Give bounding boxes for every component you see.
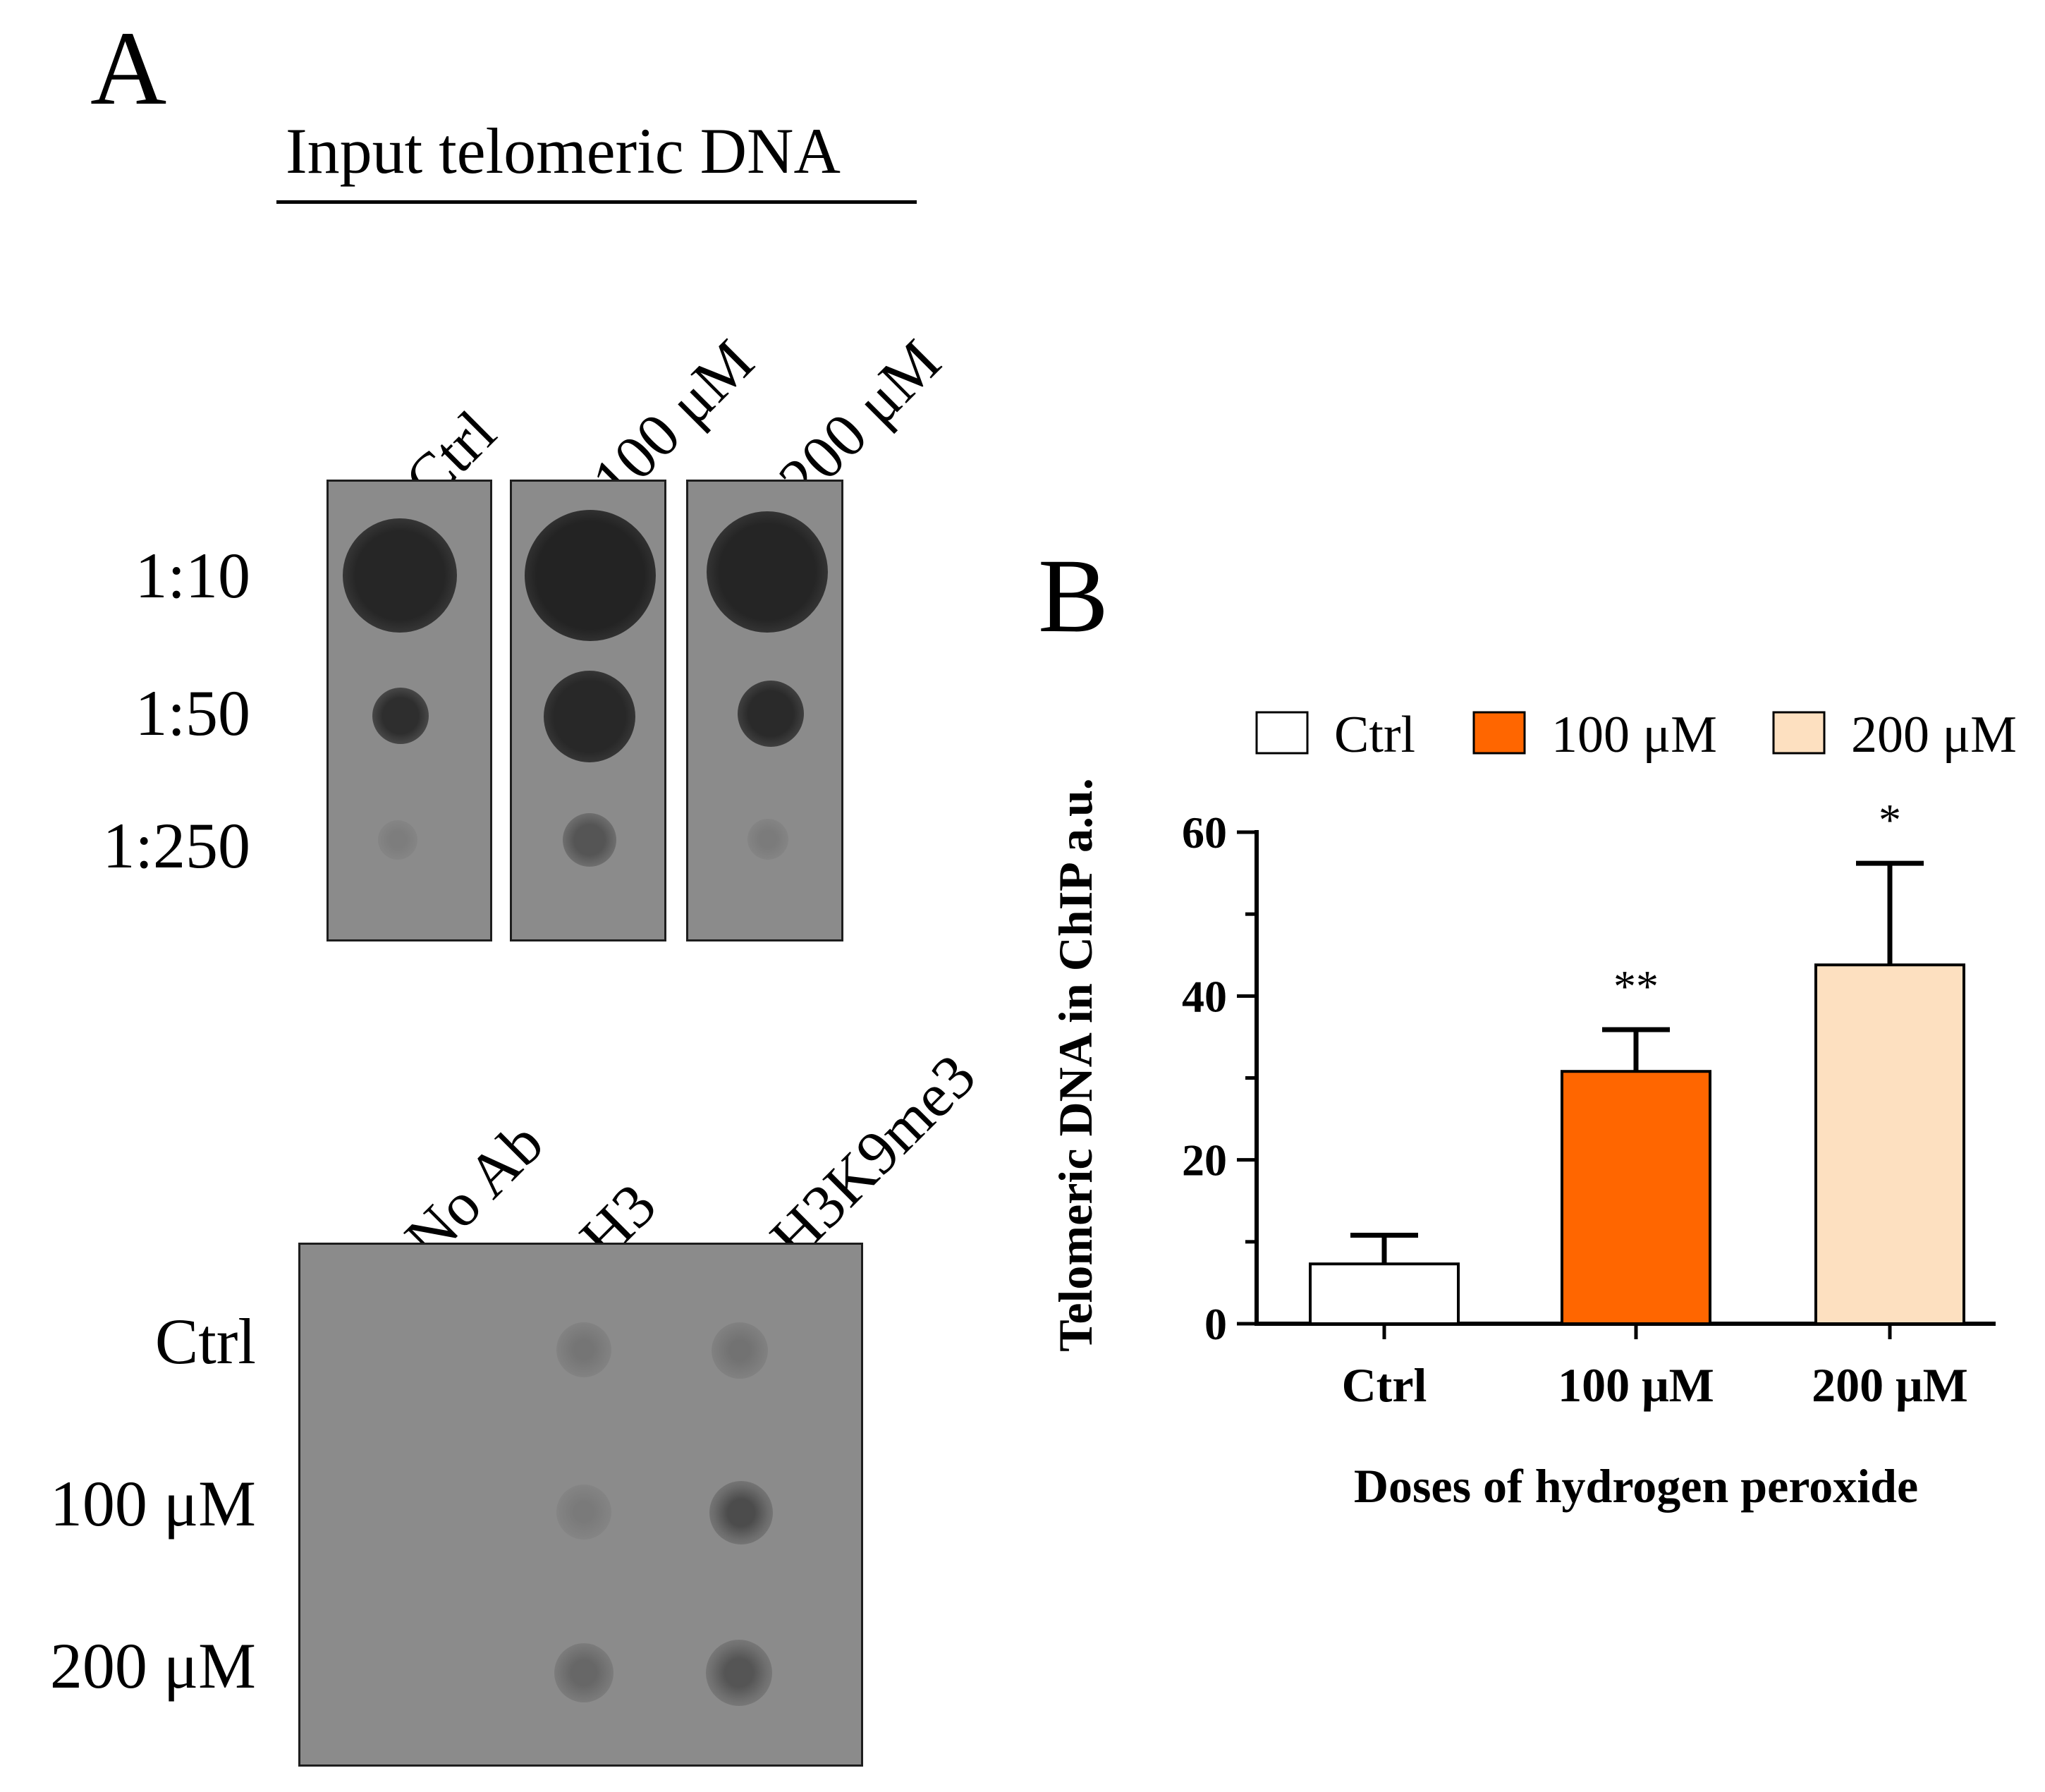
- blot-spot: [554, 1643, 614, 1702]
- bar: [1561, 1070, 1711, 1325]
- chip-blot: [298, 1243, 863, 1767]
- x-tick-label: Ctrl: [1342, 1358, 1427, 1412]
- chip-row-label: 100 μM: [49, 1468, 256, 1540]
- legend-swatch: [1255, 711, 1309, 755]
- blot-spot: [372, 688, 429, 744]
- blot-spot: [738, 681, 804, 747]
- blot-spot: [747, 819, 788, 860]
- input-row-label: 1:50: [135, 677, 250, 749]
- y-axis-label: Telomeric DNA in ChIP a.u.: [1049, 778, 1102, 1352]
- bar: [1814, 963, 1965, 1325]
- legend-label: Ctrl: [1334, 706, 1415, 764]
- legend-swatch: [1472, 711, 1526, 755]
- x-tick-label: 100 μM: [1558, 1358, 1714, 1412]
- panel-a-label: A: [90, 10, 167, 127]
- input-header-underline: [276, 200, 917, 204]
- input-blot-ctrl: [326, 480, 492, 941]
- significance-marker: *: [1879, 795, 1901, 845]
- legend-swatch: [1772, 711, 1826, 755]
- panel-b-label: B: [1038, 537, 1109, 654]
- bar: [1309, 1262, 1460, 1326]
- y-tick-label: 20: [1182, 1135, 1227, 1185]
- y-tick-label: 40: [1182, 971, 1227, 1021]
- blot-spot: [706, 1640, 772, 1706]
- input-blot-200uM: [686, 480, 843, 941]
- chip-row-label: 200 μM: [49, 1630, 256, 1702]
- blot-spot: [556, 1322, 611, 1377]
- legend-label: 100 μM: [1551, 706, 1717, 764]
- chart-bars: ***: [1309, 795, 1965, 1326]
- blot-spot: [378, 820, 417, 860]
- blot-spot: [707, 511, 828, 633]
- chart-axes: 0 20 40 60 Ctrl 100 μM 200 μM: [1182, 807, 1996, 1412]
- y-tick-label: 0: [1204, 1299, 1227, 1349]
- blot-spot: [712, 1322, 768, 1379]
- input-blot-100uM: [510, 480, 666, 941]
- x-axis-label: Doses of hydrogen peroxide: [1354, 1459, 1918, 1513]
- input-row-label: 1:250: [102, 810, 250, 882]
- blot-spot: [709, 1481, 773, 1544]
- blot-spot: [525, 510, 656, 641]
- input-row-label: 1:10: [135, 540, 250, 611]
- blot-spot: [343, 518, 457, 633]
- legend-label: 200 μM: [1851, 706, 2017, 764]
- blot-spot: [544, 671, 635, 762]
- blot-spot: [563, 813, 616, 867]
- x-tick-label: 200 μM: [1812, 1358, 1968, 1412]
- y-tick-label: 60: [1182, 807, 1227, 858]
- chip-row-label: Ctrl: [154, 1305, 256, 1377]
- blot-spot: [556, 1485, 611, 1540]
- chart-legend: Ctrl 100 μM 200 μM: [1255, 706, 2017, 764]
- input-header: Input telomeric DNA: [286, 115, 841, 187]
- significance-marker: **: [1613, 961, 1659, 1011]
